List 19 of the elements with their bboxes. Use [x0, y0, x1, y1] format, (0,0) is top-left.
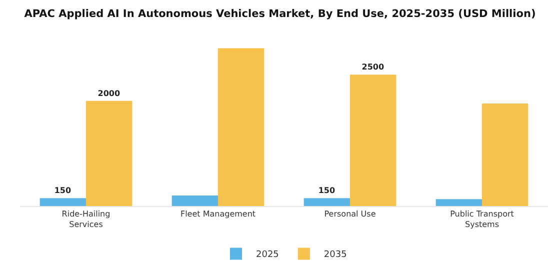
- data-label: 2500: [362, 62, 384, 72]
- bar: [86, 100, 132, 206]
- x-tick-label: Personal Use: [324, 210, 376, 219]
- data-label: 150: [54, 186, 72, 196]
- bar: [218, 48, 264, 206]
- bar: [350, 74, 396, 206]
- bar: [304, 198, 350, 206]
- data-label: 150: [318, 186, 336, 196]
- legend-label: 2035: [324, 250, 347, 260]
- legend-label: 2025: [256, 250, 279, 260]
- x-tick-label: Ride-Hailing Services: [62, 210, 110, 229]
- x-tick-label: Public Transport Systems: [450, 210, 514, 229]
- data-label: 2000: [98, 88, 120, 98]
- x-tick-label: Fleet Management: [180, 210, 256, 219]
- chart-title: APAC Applied AI In Autonomous Vehicles Market, By End Use, 2025-2035 (USD Million): [24, 8, 536, 20]
- bar: [436, 199, 482, 206]
- bar: [172, 195, 218, 206]
- bar: [40, 198, 86, 206]
- bar: [482, 104, 528, 206]
